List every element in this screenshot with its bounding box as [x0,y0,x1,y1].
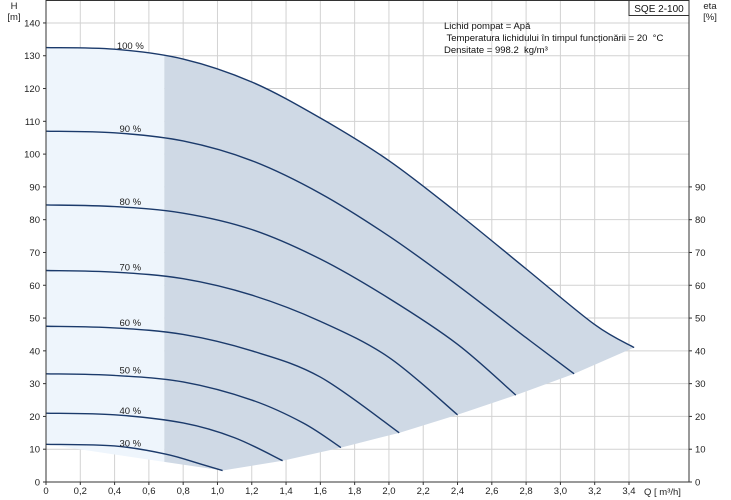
x-tick-label: 1,4 [279,486,292,497]
x-tick-label: 0,2 [74,486,87,497]
y-axis-title-line-1: H [11,1,18,12]
y-tick-label: 140 [24,18,40,29]
curve-60-percent [45,325,400,434]
x-tick-label: 1,0 [211,486,224,497]
y2-tick-label: 50 [695,314,706,325]
model-label: SQE 2-100 [634,4,684,15]
curves: 100 % 90 % 80 % 70 % 60 % 50 % 40 % 30 % [45,41,635,472]
annotation-line-1: Lichid pompat = Apă [444,21,531,32]
x-tick-label: 2,8 [519,486,532,497]
plot-frame [45,0,690,483]
y-tick-label: 40 [29,346,40,357]
curve-40-percent [45,412,283,462]
curve-label: 70 % [119,262,141,273]
y2-axis-title: eta [%] [703,1,717,23]
low-flow-region [46,47,165,482]
x-tick-label: 1,8 [348,486,361,497]
y2-tick-label: 20 [695,412,706,423]
curve-50-percent [45,373,342,449]
x-tick-label: 3,4 [622,486,635,497]
curve-label: 90 % [119,124,141,135]
y-tick-label: 50 [29,314,40,325]
y-tick-label: 0 [35,478,40,489]
y-axis-title: H [m] [7,1,20,23]
x-axis-title: Q [ m³/h] [644,487,681,498]
annotation-line-3: Densitate = 998.2 kg/m³ [444,45,548,56]
curve-30-percent [45,443,223,472]
y-tick-label: 130 [24,51,40,62]
curve-100-percent [45,46,635,349]
y2-tick-label: 90 [695,182,706,193]
y-tick-label: 110 [25,117,40,128]
y2-tick-label: 60 [695,281,706,292]
y2-tick-label: 30 [695,379,706,390]
y-axis-title-line-2: [m] [7,12,20,23]
y-tick-label: 120 [24,84,40,95]
curve-80-percent [45,204,517,396]
x-tick-label: 3,0 [554,486,567,497]
curve-label: 40 % [119,406,141,417]
y2-tick-label: 40 [695,346,706,357]
y-tick-label: 60 [29,281,40,292]
x-tick-label: 1,6 [314,486,327,497]
model-box [628,0,690,16]
axes: 0 10 20 30 40 50 60 70 80 90 100 110 120 130 140 0 10 20 3… [24,18,705,497]
x-tick-label: 3,2 [588,486,601,497]
y2-tick-label: 80 [695,215,706,226]
y-tick-label: 100 [24,150,40,161]
y-tick-label: 30 [29,379,40,390]
x-tick-label: 2,4 [451,486,464,497]
x-tick-label: 2,0 [382,486,395,497]
curve-90-percent [45,130,575,375]
y2-axis-title-line-2: [%] [703,12,717,23]
y2-tick-label: 10 [695,445,706,456]
y-tick-label: 10 [29,445,40,456]
annotation-line-2: Temperatura lichidului în timpul funcțio… [444,33,663,44]
x-tick-label: 0,8 [177,486,190,497]
conditions-annotation: Lichid pompat = Apă Temperatura lichidul… [444,21,663,56]
x-tick-label: 0 [43,486,48,497]
curve-label: 100 % [117,41,144,52]
y-tick-label: 20 [29,412,40,423]
x-tick-label: 2,6 [485,486,498,497]
x-tick-label: 1,2 [245,486,258,497]
curve-label: 50 % [119,366,141,377]
y-tick-label: 70 [29,248,40,259]
curve-label: 80 % [119,197,141,208]
y2-tick-label: 0 [695,478,700,489]
x-tick-label: 2,2 [417,486,430,497]
model-label-box: SQE 2-100 [628,0,690,16]
curve-label: 30 % [119,438,141,449]
y2-axis-title-line-1: eta [703,1,717,12]
x-tick-label: 0,6 [142,486,155,497]
curve-label: 60 % [119,318,141,329]
curve-70-percent [45,269,458,416]
x-tick-label: 0,4 [108,486,121,497]
y-tick-label: 80 [29,215,40,226]
y2-tick-label: 70 [695,248,706,259]
y-tick-label: 90 [29,182,40,193]
